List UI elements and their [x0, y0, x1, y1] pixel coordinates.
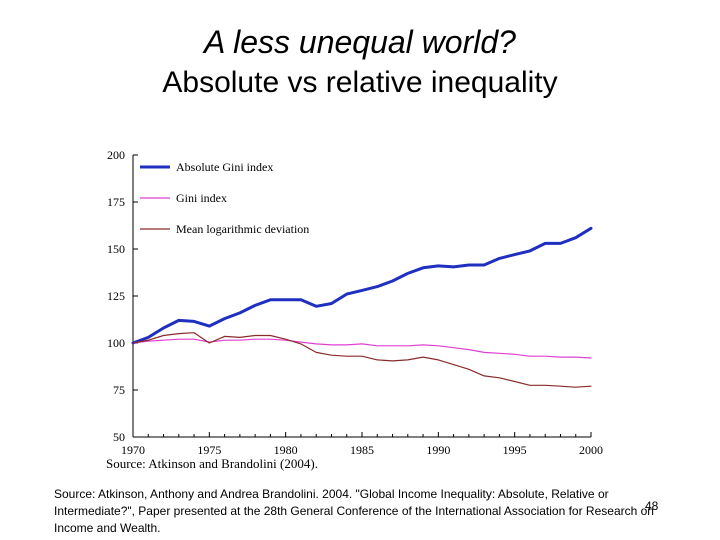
series-line-2	[132, 338, 592, 359]
y-tick-label: 100	[107, 336, 125, 350]
x-tick-label: 1970	[121, 443, 145, 457]
x-tick-label: 1990	[426, 443, 450, 457]
chart-axes: 50 75 100 125 150 175 200 1970 1975 1980 1985 1990 1…	[107, 148, 603, 457]
x-tick-label: 1980	[274, 443, 298, 457]
x-tick-label: 1985	[350, 443, 374, 457]
x-tick-label: 1995	[503, 443, 527, 457]
y-tick-label: 50	[113, 430, 125, 444]
chart-legend: Absolute Gini index Gini index Mean logari…	[140, 160, 309, 236]
slide-footnote: Source: Atkinson, Anthony and Andrea Bra…	[54, 487, 654, 535]
legend-label-1: Absolute Gini index	[176, 160, 273, 174]
y-tick-label: 75	[113, 383, 125, 397]
y-tick-label: 175	[107, 195, 125, 209]
slide-title: A less unequal world?	[204, 24, 516, 60]
series-line-3	[132, 332, 592, 388]
x-tick-label: 1975	[197, 443, 221, 457]
x-tick-label: 2000	[579, 443, 603, 457]
legend-label-2: Gini index	[176, 191, 227, 205]
y-tick-label: 125	[107, 289, 125, 303]
series-line-1	[131, 226, 593, 345]
chart-source-note: Source: Atkinson and Brandolini (2004).	[106, 456, 318, 471]
chart-series	[131, 226, 593, 388]
slide-subtitle: Absolute vs relative inequality	[162, 66, 558, 99]
page-number: 48	[645, 499, 659, 513]
y-tick-label: 150	[107, 242, 125, 256]
legend-label-3: Mean logarithmic deviation	[176, 222, 309, 236]
y-tick-label: 200	[107, 148, 125, 162]
